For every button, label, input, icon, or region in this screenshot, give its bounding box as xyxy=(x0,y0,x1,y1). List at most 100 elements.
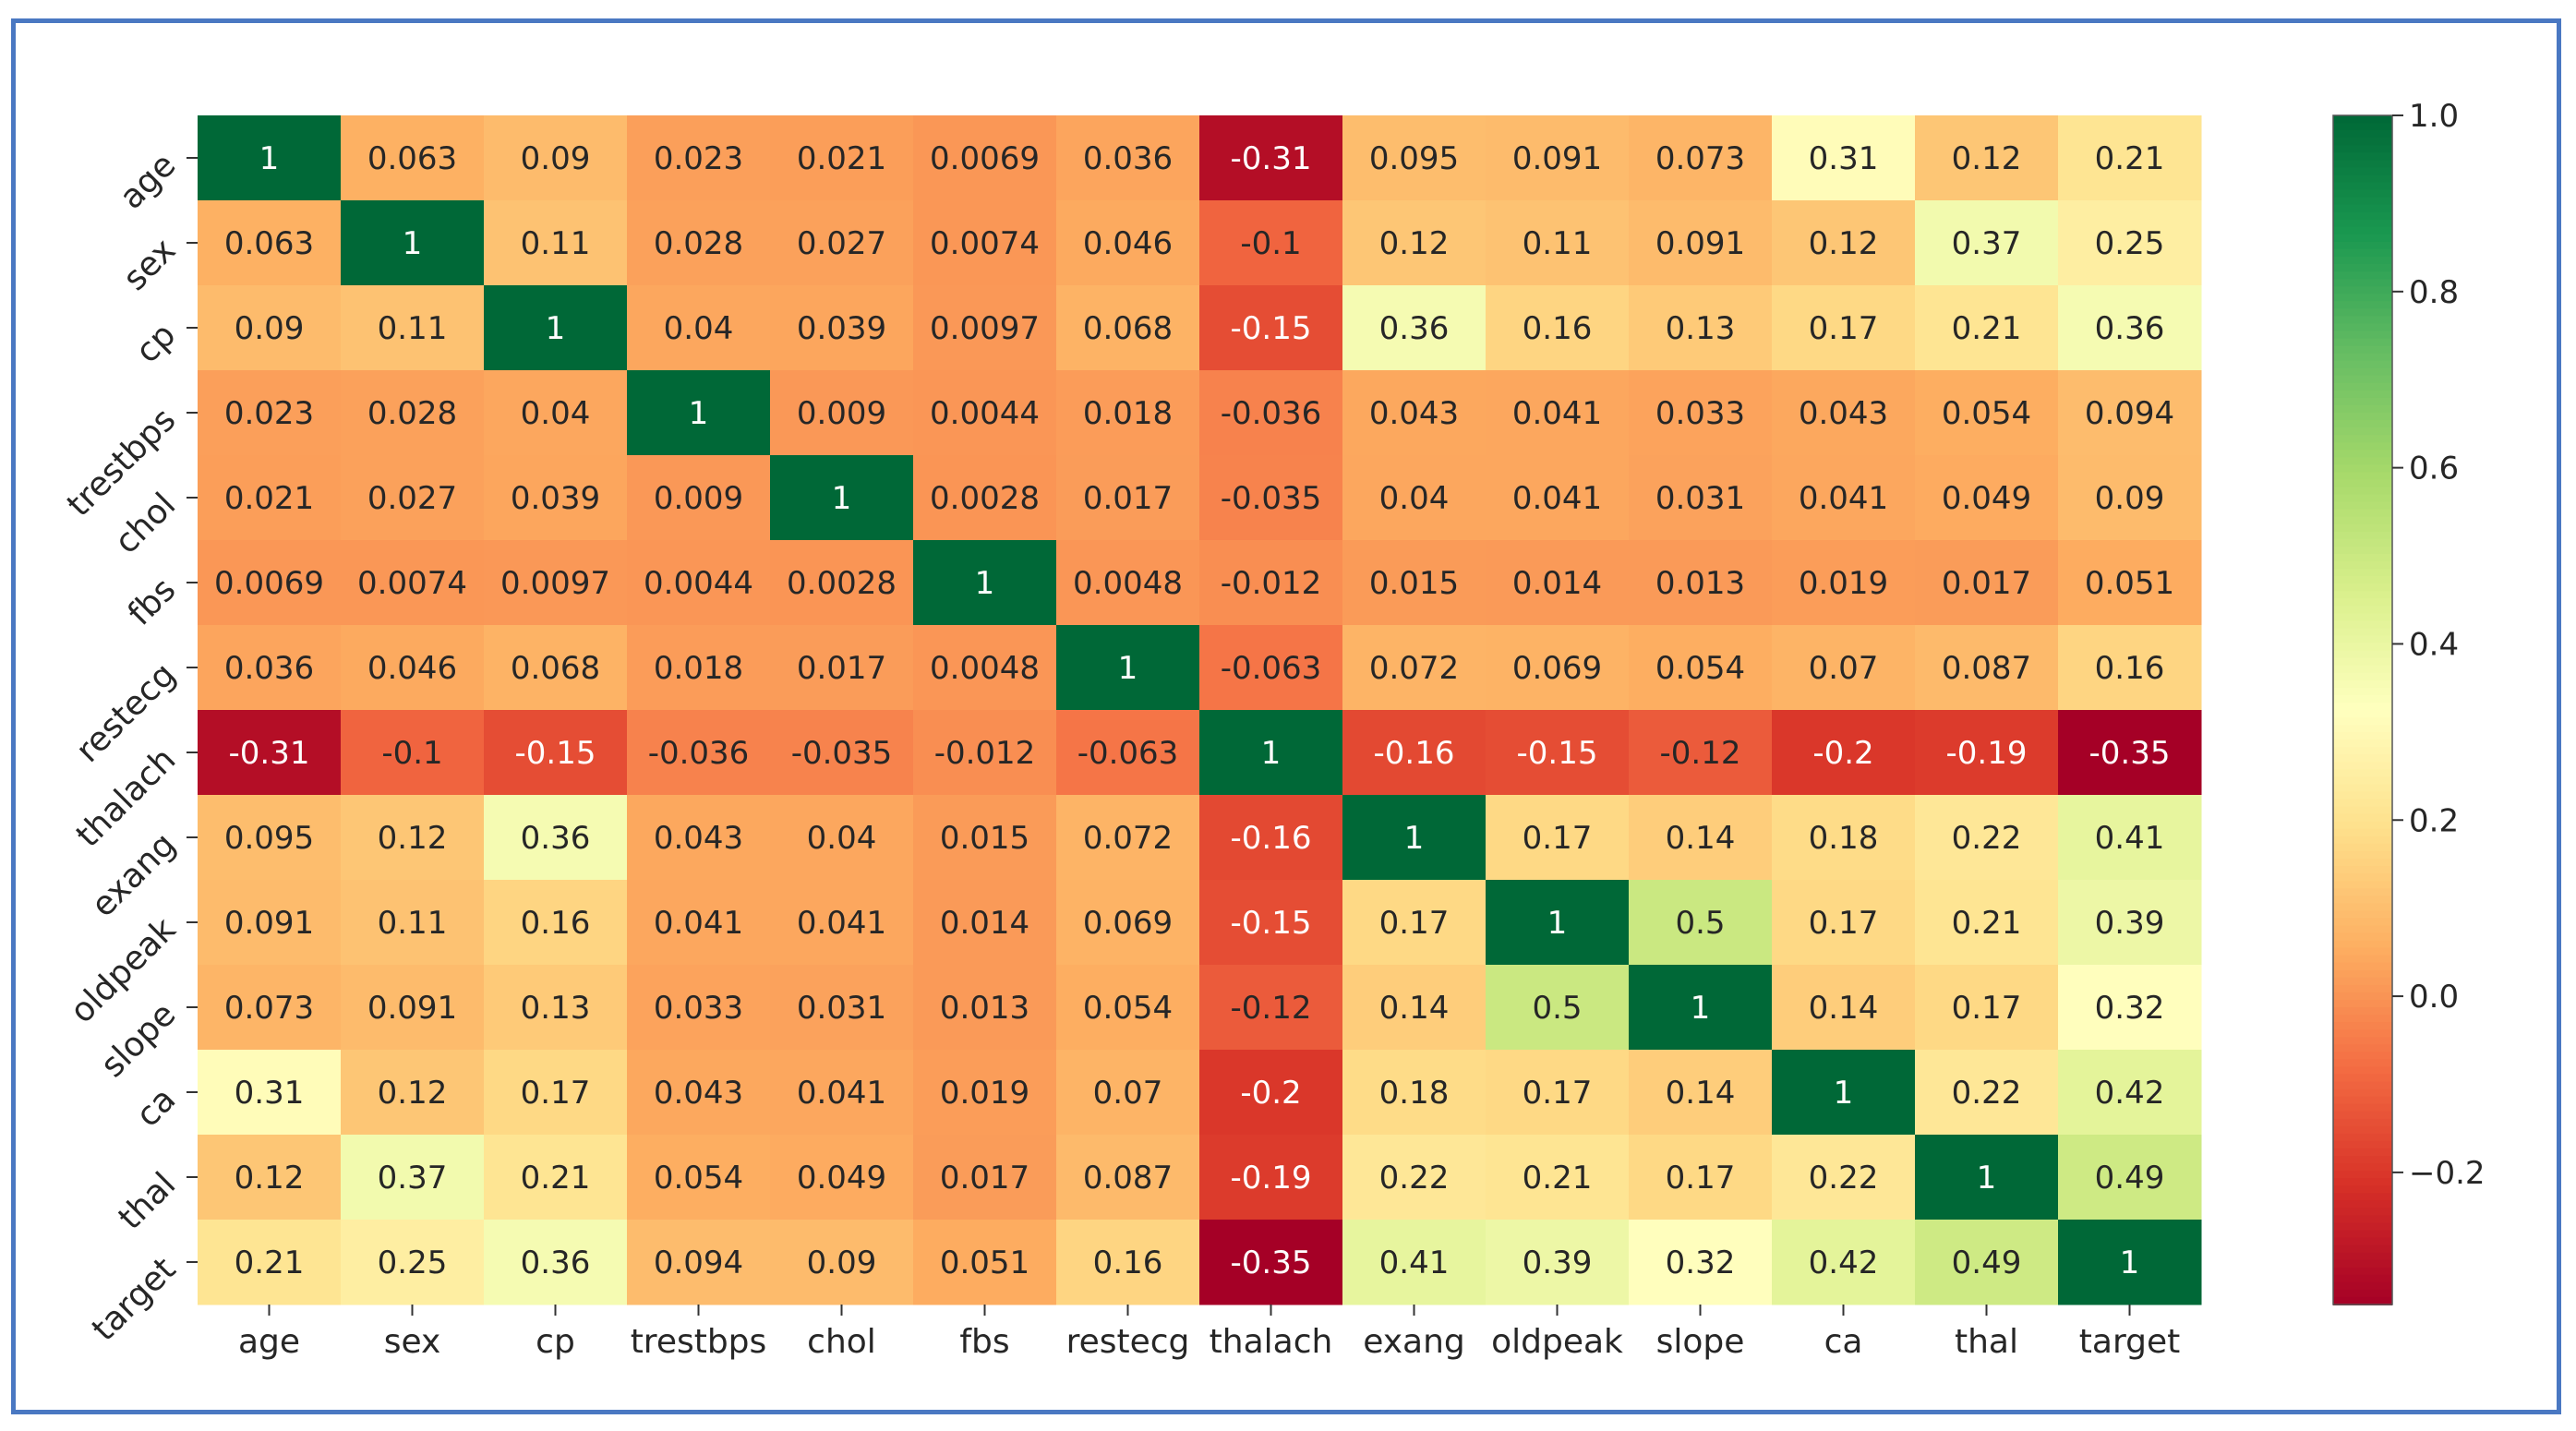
colorbar-segment xyxy=(2333,643,2392,652)
heatmap-cell-oldpeak-sex xyxy=(341,880,485,966)
colorbar-segment xyxy=(2333,360,2392,369)
heatmap-cell-slope-exang xyxy=(1342,965,1487,1051)
cell-value-label: 0.063 xyxy=(367,140,457,177)
cell-value-label: 0.041 xyxy=(1512,480,1602,517)
cell-value-label: -0.12 xyxy=(1660,735,1741,772)
colorbar-segment xyxy=(2333,947,2392,956)
heatmap-cell-thalach-oldpeak xyxy=(1486,710,1630,796)
cell-value-label: 0.32 xyxy=(1666,1245,1736,1281)
cell-value-label: 0.069 xyxy=(1083,905,1173,942)
heatmap-cell-slope-slope xyxy=(1629,965,1773,1051)
cell-value-label: 0.04 xyxy=(664,310,734,347)
x-tick-label-sex: sex xyxy=(384,1323,441,1361)
colorbar-outline xyxy=(2332,114,2393,1305)
heatmap-cell-cp-exang xyxy=(1342,285,1487,371)
heatmap-cell-restecg-thalach xyxy=(1199,625,1343,711)
heatmap-cell-slope-thalach xyxy=(1199,965,1343,1051)
cell-value-label: 0.49 xyxy=(2095,1160,2165,1197)
colorbar-segment xyxy=(2333,345,2392,355)
cell-value-label: 0.04 xyxy=(807,820,877,857)
heatmap-cell-fbs-chol xyxy=(770,540,914,626)
colorbar-segment xyxy=(2333,538,2392,547)
cell-value-label: 1 xyxy=(689,395,709,432)
colorbar-segment xyxy=(2333,1274,2392,1283)
heatmap-cell-trestbps-restecg xyxy=(1056,370,1200,456)
cell-value-label: 0.087 xyxy=(1942,650,2031,687)
heatmap-cell-cp-thalach xyxy=(1199,285,1343,371)
heatmap-cell-thal-thal xyxy=(1915,1135,2059,1221)
heatmap-cell-target-exang xyxy=(1342,1220,1487,1305)
cell-value-label: 0.068 xyxy=(511,650,600,687)
cell-value-label: 0.37 xyxy=(1952,225,2022,262)
heatmap-cell-ca-thal xyxy=(1915,1050,2059,1136)
heatmap-cell-cp-cp xyxy=(484,285,628,371)
colorbar-segment xyxy=(2333,725,2392,734)
colorbar-segment xyxy=(2333,286,2392,295)
cell-value-label: -0.2 xyxy=(1240,1075,1301,1112)
cell-value-label: 0.091 xyxy=(1512,140,1602,177)
heatmap-cell-fbs-exang xyxy=(1342,540,1487,626)
heatmap-cell-target-ca xyxy=(1772,1220,1916,1305)
cell-value-label: -0.035 xyxy=(791,735,893,772)
cell-value-label: 0.21 xyxy=(521,1160,591,1197)
heatmap-cell-slope-cp xyxy=(484,965,628,1051)
colorbar-segment xyxy=(2333,999,2392,1008)
cell-value-label: 0.21 xyxy=(2095,140,2165,177)
cell-value-label: -0.012 xyxy=(1221,565,1322,602)
cell-value-label: -0.036 xyxy=(1221,395,1322,432)
cell-value-label: -0.15 xyxy=(515,735,596,772)
heatmap-cell-fbs-oldpeak xyxy=(1486,540,1630,626)
cell-value-label: 0.027 xyxy=(797,225,886,262)
heatmap-cell-thalach-ca xyxy=(1772,710,1916,796)
heatmap-cell-restecg-fbs xyxy=(913,625,1057,711)
heatmap-cell-sex-sex xyxy=(341,200,485,286)
colorbar-segment xyxy=(2333,881,2392,890)
cell-value-label: 0.09 xyxy=(235,310,305,347)
cell-value-label: 0.0048 xyxy=(930,650,1040,687)
heatmap-cell-trestbps-oldpeak xyxy=(1486,370,1630,456)
heatmap-cell-fbs-age xyxy=(198,540,342,626)
cell-value-label: -0.16 xyxy=(1231,820,1312,857)
cell-value-label: 0.041 xyxy=(1512,395,1602,432)
heatmap-cell-trestbps-slope xyxy=(1629,370,1773,456)
cell-value-label: -0.19 xyxy=(1946,735,2028,772)
heatmap-cell-restecg-exang xyxy=(1342,625,1487,711)
heatmap-cell-oldpeak-slope xyxy=(1629,880,1773,966)
cell-value-label: 0.31 xyxy=(235,1075,305,1112)
heatmap-cell-exang-cp xyxy=(484,795,628,881)
cell-value-label: -0.19 xyxy=(1231,1160,1312,1197)
colorbar-segment xyxy=(2333,569,2392,578)
cell-value-label: 0.036 xyxy=(224,650,314,687)
colorbar-segment xyxy=(2333,628,2392,637)
cell-value-label: 0.041 xyxy=(654,905,743,942)
cell-value-label: -0.31 xyxy=(1231,140,1312,177)
heatmap-cell-oldpeak-cp xyxy=(484,880,628,966)
heatmap-cell-oldpeak-thal xyxy=(1915,880,2059,966)
heatmap-cell-chol-sex xyxy=(341,455,485,541)
x-tick-label-chol: chol xyxy=(807,1323,876,1361)
cell-value-label: 0.054 xyxy=(1942,395,2031,432)
colorbar-segment xyxy=(2333,1178,2392,1187)
cell-value-label: -0.15 xyxy=(1231,310,1312,347)
heatmap-cell-thalach-exang xyxy=(1342,710,1487,796)
heatmap-cell-chol-trestbps xyxy=(627,455,771,541)
heatmap-cell-age-thal xyxy=(1915,115,2059,201)
colorbar-segment xyxy=(2333,152,2392,162)
heatmap-cell-exang-chol xyxy=(770,795,914,881)
heatmap-cell-cp-age xyxy=(198,285,342,371)
cell-value-label: 0.16 xyxy=(1093,1245,1163,1281)
colorbar-segment xyxy=(2333,1185,2392,1195)
cell-value-label: 0.39 xyxy=(1523,1245,1593,1281)
colorbar-segment xyxy=(2333,561,2392,571)
heatmap-cell-fbs-slope xyxy=(1629,540,1773,626)
heatmap-cell-sex-chol xyxy=(770,200,914,286)
colorbar-segment xyxy=(2333,367,2392,377)
heatmap-cell-chol-ca xyxy=(1772,455,1916,541)
cell-value-label: 0.049 xyxy=(797,1160,886,1197)
colorbar-segment xyxy=(2333,1037,2392,1046)
colorbar-segment xyxy=(2333,219,2392,228)
colorbar-segment xyxy=(2333,613,2392,622)
colorbar-segment xyxy=(2333,657,2392,667)
x-tick-label-thalach: thalach xyxy=(1210,1323,1333,1361)
colorbar-segment xyxy=(2333,598,2392,607)
